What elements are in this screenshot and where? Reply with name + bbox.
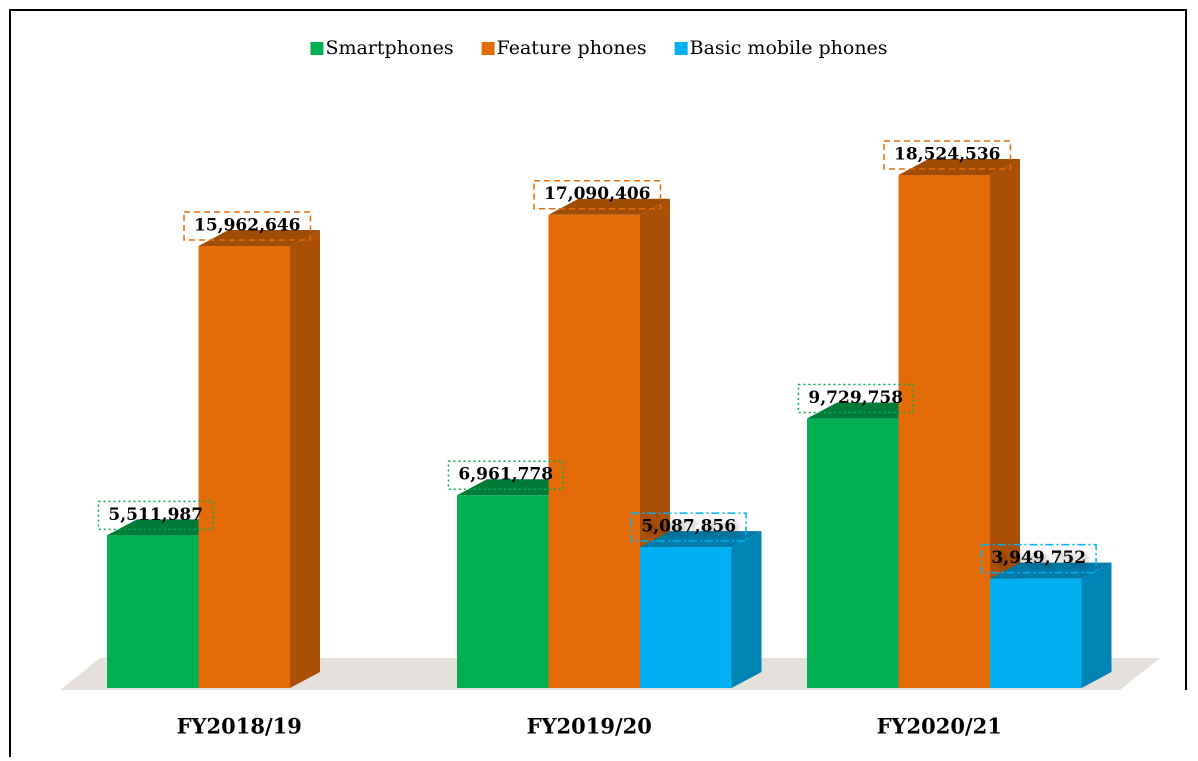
value-label: 18,524,536 (894, 145, 1000, 165)
bar-top (640, 531, 762, 548)
value-label: 5,511,987 (108, 505, 203, 525)
value-label: 15,962,646 (194, 215, 300, 235)
value-label-box (980, 543, 1097, 574)
bar-top (457, 479, 579, 496)
bar (807, 418, 899, 688)
bar (990, 578, 1082, 688)
bar-top (807, 402, 929, 419)
value-label-box (97, 500, 214, 531)
bar-side (1081, 562, 1112, 688)
legend-swatch (310, 42, 324, 55)
bar (640, 547, 732, 688)
value-label-box (183, 211, 312, 241)
bar (198, 245, 290, 689)
value-label-box (630, 512, 747, 542)
bar-side (731, 531, 762, 688)
bar-side (990, 159, 1020, 688)
value-label: 9,729,758 (808, 388, 903, 408)
value-label-box (533, 179, 662, 210)
x-tick-label: FY2020/21 (877, 714, 1002, 739)
bar-top (898, 159, 1020, 175)
value-label: 5,087,856 (641, 517, 736, 537)
labels: 5,511,987 15,962,646 FY2018/19 6,961,778 17,… (97, 140, 1097, 739)
bars (107, 159, 1112, 689)
bar-top (198, 229, 320, 246)
frame (9, 9, 1187, 757)
bar-group (640, 531, 762, 688)
value-label-box (883, 140, 1012, 170)
bar-side (290, 229, 320, 689)
bar (107, 535, 199, 688)
bar-group (198, 229, 320, 689)
bar-top (548, 198, 670, 215)
legend-label: Basic mobile phones (690, 37, 888, 59)
bar-top (107, 519, 229, 536)
x-tick-label: FY2019/20 (527, 714, 652, 739)
bar (457, 495, 549, 688)
legend-swatch (674, 42, 688, 55)
value-label-box (447, 460, 564, 490)
value-label-box (797, 383, 914, 414)
bar-top (990, 562, 1112, 579)
legend-label: Smartphones (325, 37, 453, 59)
value-label: 3,949,752 (991, 548, 1086, 568)
value-label: 17,090,406 (544, 184, 650, 204)
x-tick-label: FY2018/19 (177, 714, 302, 739)
bar (548, 214, 640, 688)
legend-swatch (481, 42, 495, 55)
legend: Smartphones Feature phones Basic mobile ph… (310, 37, 888, 59)
value-label: 6,961,778 (458, 465, 553, 485)
bar-group (990, 562, 1112, 688)
bar (898, 175, 990, 688)
bar-group (898, 159, 1020, 688)
legend-label: Feature phones (497, 37, 647, 59)
